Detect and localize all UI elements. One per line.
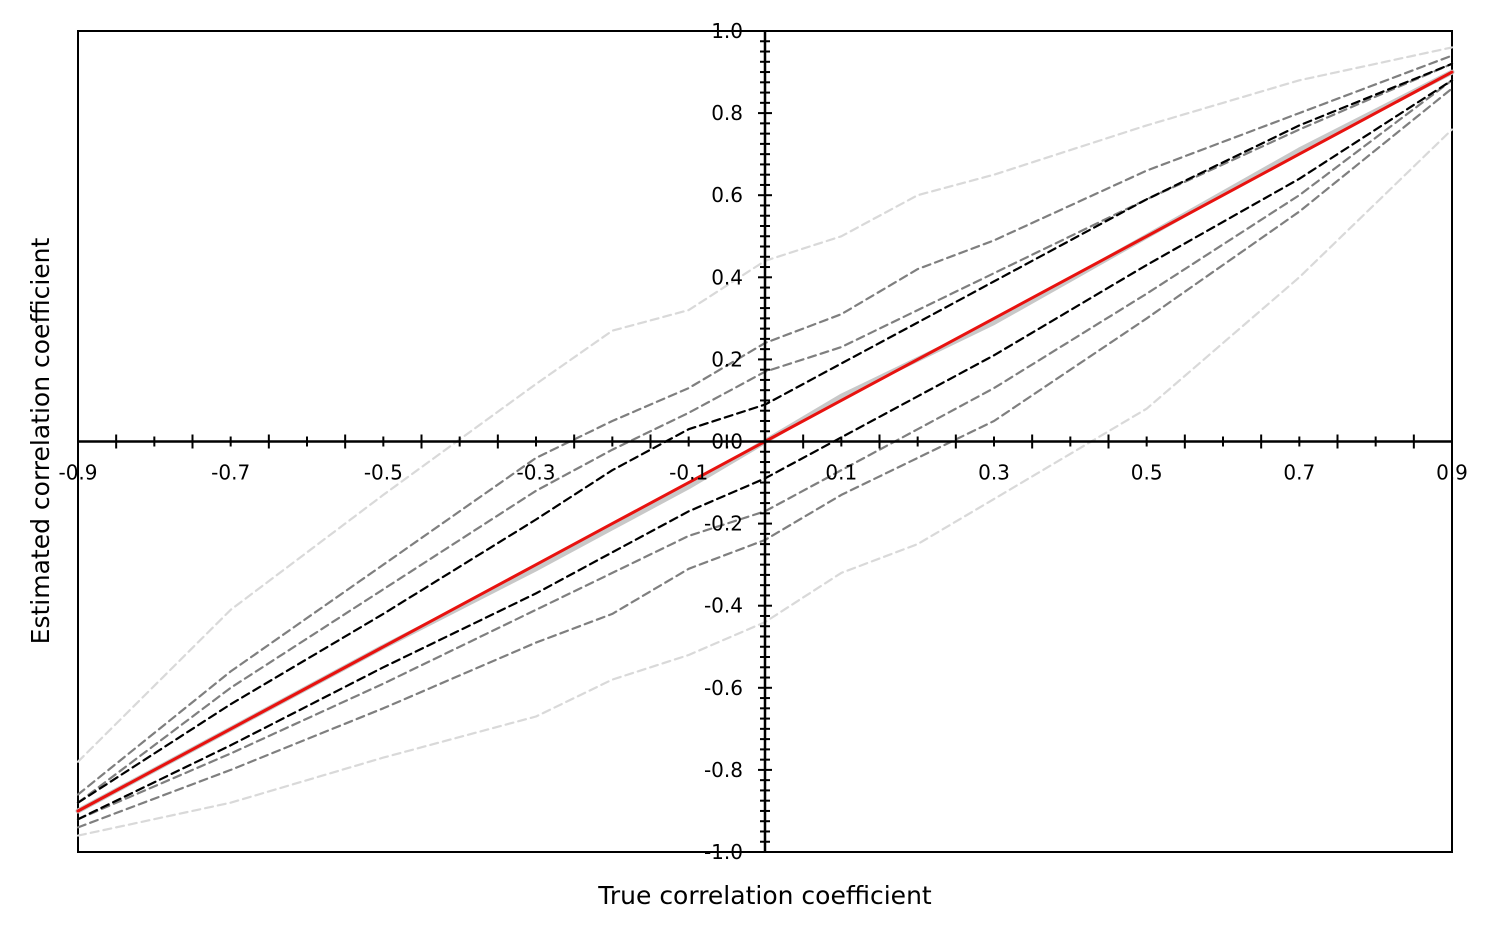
y-tick-label: -0.4 [704,594,743,618]
y-tick-label: 0.4 [711,265,743,289]
y-tick-label: 1.0 [711,19,743,43]
x-tick-label: 0.5 [1131,461,1163,485]
y-tick-label: 0.2 [711,347,743,371]
x-tick-label: -0.3 [516,461,555,485]
y-tick-label: 0.0 [711,430,743,454]
x-tick-label: 0.1 [825,461,857,485]
y-tick-label: 0.8 [711,101,743,125]
ticks-layer [77,30,1453,853]
labels-layer: -0.9 -0.7 -0.5 -0.3 -0.1 0.1 0.3 0.5 0.7 0.9 1.0 0.… [58,19,1467,864]
x-tick-label: 0.9 [1436,461,1468,485]
x-tick-label: -0.9 [58,461,97,485]
x-tick-label: -0.5 [364,461,403,485]
y-axis-title: Estimated correlation coefficient [26,237,55,644]
x-tick-label: 0.7 [1283,461,1315,485]
x-axis-title: True correlation coefficient [597,881,932,910]
y-tick-label: 0.6 [711,183,743,207]
y-tick-label: -0.8 [704,758,743,782]
y-tick-label: -1.0 [704,840,743,864]
x-tick-label: 0.3 [978,461,1010,485]
y-tick-label: -0.6 [704,676,743,700]
x-tick-label: -0.1 [669,461,708,485]
y-tick-label: -0.2 [704,512,743,536]
x-tick-label: -0.7 [211,461,250,485]
